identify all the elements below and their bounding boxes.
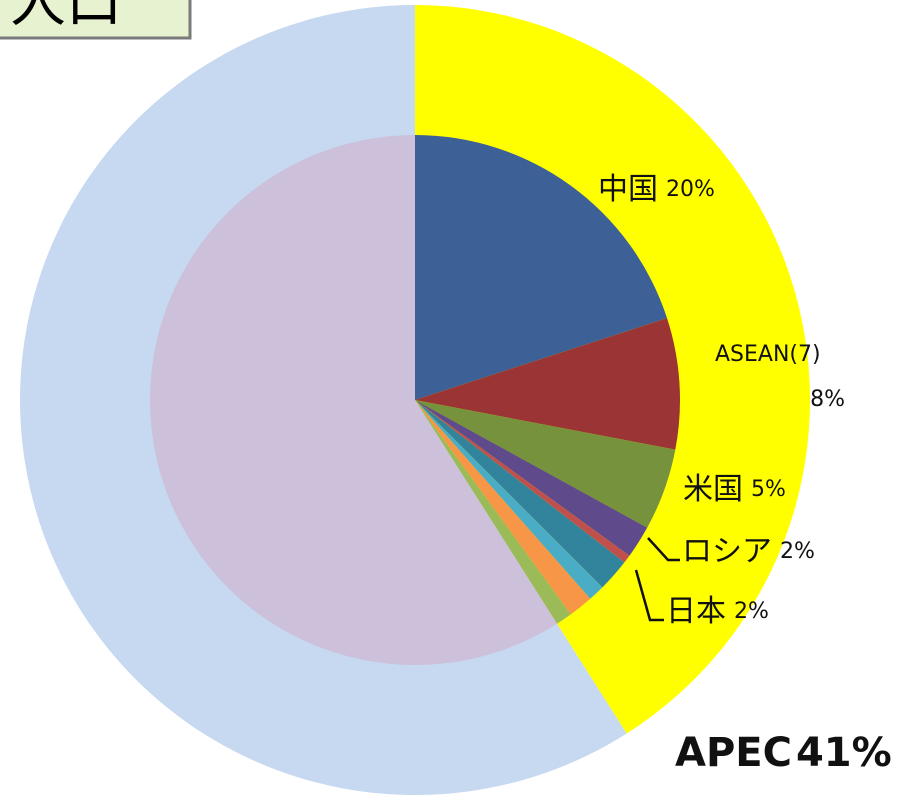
pie-slice xyxy=(415,135,668,400)
category-label: ロシア xyxy=(682,534,772,569)
value-label: 41% xyxy=(796,730,892,776)
pie-slice xyxy=(415,400,630,563)
slice-label: APEC 41% xyxy=(675,730,892,776)
pie-slice xyxy=(415,400,648,556)
slice-label: 中国 20% xyxy=(598,172,715,207)
pie-slice xyxy=(415,318,680,450)
slice-label: 米国 5% xyxy=(683,472,786,507)
category-label: 米国 xyxy=(683,472,743,507)
value-label: 2% xyxy=(734,599,769,624)
value-label: 8% xyxy=(810,387,845,412)
slice-label: ASEAN(7) xyxy=(715,342,821,367)
pie-slice xyxy=(415,400,571,624)
category-label: 中国 xyxy=(598,172,658,207)
value-label: 2% xyxy=(780,539,815,564)
value-label: 20% xyxy=(666,177,715,202)
labels: APEC 41% 中国 20% ASEAN(7) 8% 米国 5% ロシア 2% 日本 2% xyxy=(598,172,892,777)
pie-slice xyxy=(415,400,603,599)
slice-label: 日本 2% xyxy=(666,594,769,629)
leader-line xyxy=(647,537,680,562)
title-box xyxy=(0,0,192,40)
pie-slice xyxy=(149,135,557,665)
category-label: ASEAN(7) xyxy=(715,342,821,367)
category-label: 日本 xyxy=(666,594,726,629)
chart-title: 人口 xyxy=(10,0,122,35)
category-label: APEC xyxy=(675,730,792,776)
leader-line xyxy=(634,569,664,622)
pie-slice xyxy=(415,400,591,615)
pie-slice xyxy=(415,400,676,528)
slice-label: ロシア 2% xyxy=(682,534,815,569)
pies xyxy=(19,5,810,795)
pie-slice xyxy=(415,400,625,588)
value-label: 5% xyxy=(751,477,786,502)
